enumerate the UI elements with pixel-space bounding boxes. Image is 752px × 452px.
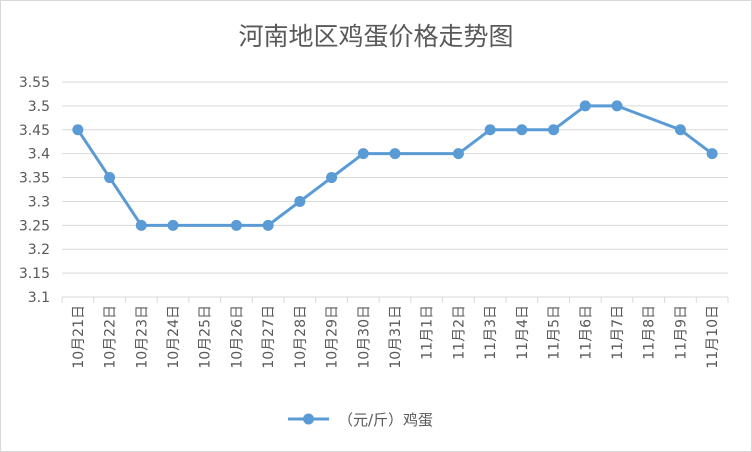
series-layer: [72, 100, 718, 231]
y-tick-label: 3.4: [28, 147, 50, 163]
data-point: [548, 124, 560, 136]
data-point: [357, 148, 369, 160]
y-tick-label: 3.25: [19, 218, 50, 234]
legend-point-marker: [303, 413, 314, 425]
y-tick-label: 3.15: [19, 266, 50, 282]
data-point: [72, 124, 84, 136]
x-tick-label: 10月21日: [71, 305, 87, 369]
x-tick-label: 11月1日: [420, 305, 436, 360]
x-tick-label: 10月24日: [166, 305, 182, 369]
legend: （元/斤）鸡蛋: [288, 411, 433, 429]
y-tick-label: 3.2: [28, 242, 50, 258]
x-tick-label: 11月4日: [515, 305, 531, 360]
data-point: [611, 100, 623, 112]
data-point: [579, 100, 591, 112]
x-tick-label: 10月28日: [293, 305, 309, 369]
data-point: [167, 219, 179, 231]
x-tick-label: 10月27日: [261, 305, 277, 369]
y-tick-label: 3.1: [28, 290, 50, 306]
data-point: [326, 172, 338, 184]
x-tick-label: 10月26日: [229, 305, 245, 369]
y-tick-label: 3.55: [19, 75, 50, 91]
data-point: [104, 172, 116, 184]
y-axis-ticks: 3.1 3.15 3.2 3.25 3.3 3.35 3.4 3.45 3.5 3.55: [19, 75, 50, 306]
x-tick-label: 11月8日: [642, 305, 658, 360]
data-point: [230, 219, 242, 231]
y-tick-label: 3.5: [28, 99, 50, 115]
data-point: [389, 148, 401, 160]
data-point: [706, 148, 718, 160]
x-axis-ticks: 10月21日 10月22日 10月23日 10月24日 10月25日 10月26日 10月2…: [61, 297, 729, 369]
x-tick-label: 11月2日: [451, 305, 467, 360]
x-tick-label: 10月29日: [325, 305, 341, 369]
grid-lines: [62, 81, 728, 298]
data-point: [135, 219, 147, 231]
y-tick-label: 3.35: [19, 171, 50, 187]
x-tick-label: 10月25日: [198, 305, 214, 369]
x-tick-label: 10月22日: [103, 305, 119, 369]
data-point: [294, 195, 306, 207]
data-point: [452, 148, 464, 160]
x-tick-label: 11月6日: [578, 305, 594, 360]
x-tick-label: 10月31日: [388, 305, 404, 369]
legend-label: （元/斤）鸡蛋: [338, 411, 433, 429]
x-tick-label: 11月5日: [547, 305, 563, 360]
x-tick-label: 11月7日: [610, 305, 626, 360]
y-tick-label: 3.45: [19, 123, 50, 139]
series-line: [76, 104, 714, 227]
x-tick-label: 10月30日: [356, 305, 372, 369]
data-point: [484, 124, 496, 136]
y-tick-label: 3.3: [28, 194, 50, 210]
x-tick-label: 11月9日: [673, 305, 689, 360]
chart-title: 河南地区鸡蛋价格走势图: [238, 22, 513, 51]
data-point: [516, 124, 528, 136]
x-tick-label: 10月23日: [134, 305, 150, 369]
data-point: [262, 219, 274, 231]
x-tick-label: 11月10日: [705, 305, 721, 369]
x-tick-label: 11月3日: [483, 305, 499, 360]
data-point: [674, 124, 686, 136]
